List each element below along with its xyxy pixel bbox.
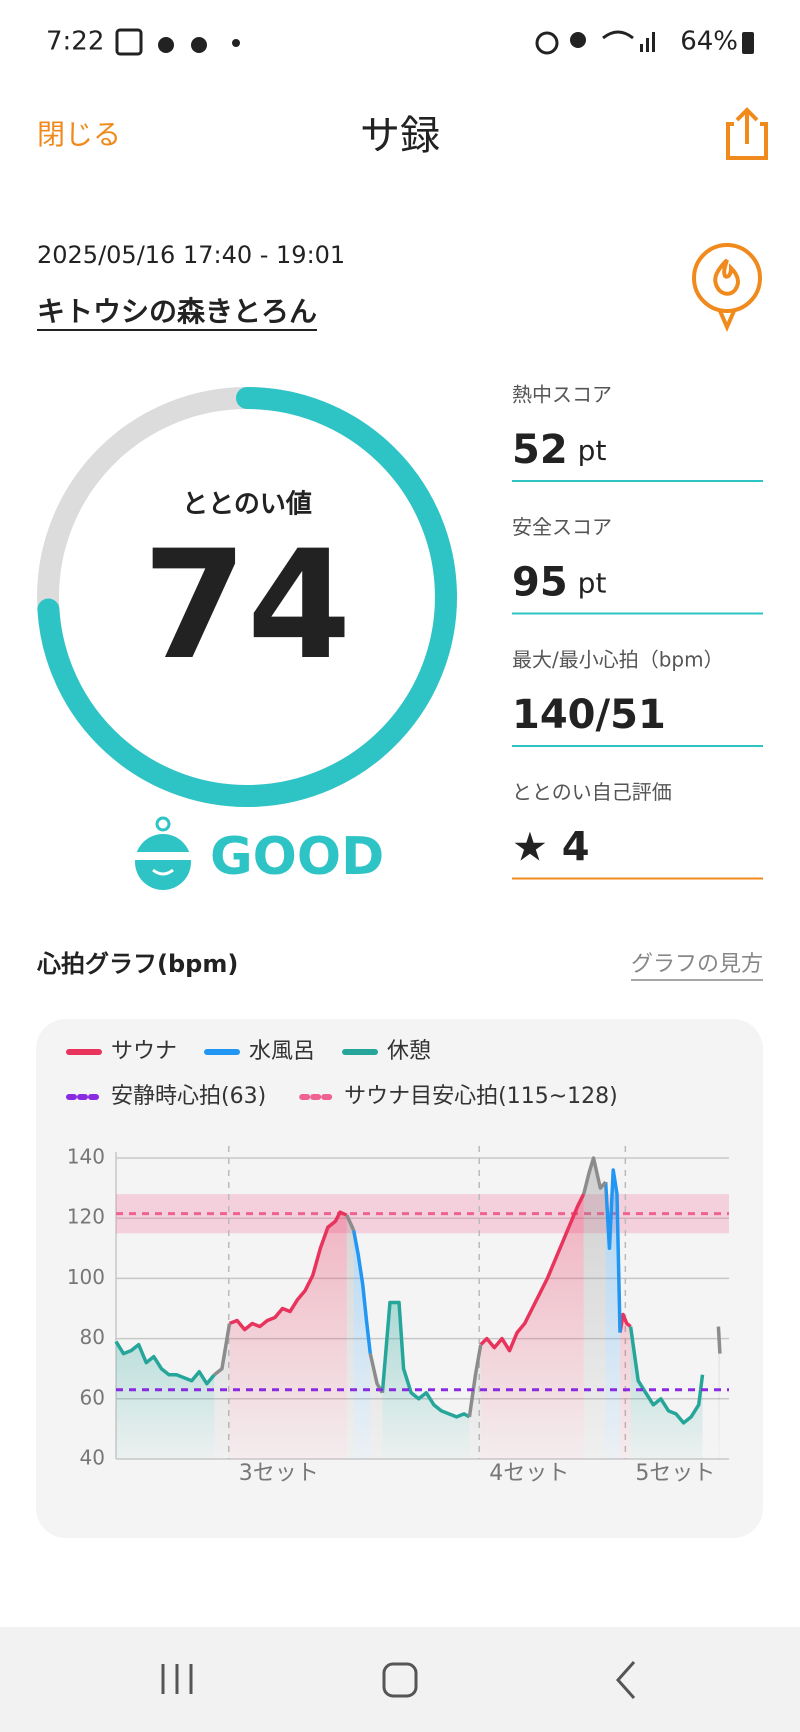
stat-label: 熱中スコア — [512, 383, 612, 407]
y-tick-label: 100 — [67, 1265, 105, 1289]
status-battery: 64% — [680, 27, 738, 57]
stat-label: 安全スコア — [512, 515, 612, 539]
y-tick-label: 40 — [80, 1446, 105, 1470]
legend-label: サウナ — [111, 1039, 177, 1064]
rating-icon — [133, 816, 193, 890]
stat-value: 140/51 — [512, 692, 666, 738]
gauge-arc — [37, 387, 457, 807]
y-tick-label: 80 — [80, 1325, 105, 1349]
series-line — [213, 1156, 722, 1418]
stat-value: 52 — [512, 427, 568, 473]
x-tick-label: 5セット — [635, 1461, 715, 1486]
nav-home[interactable] — [382, 1662, 418, 1698]
chart-title: 心拍グラフ(bpm) — [36, 950, 238, 978]
legend-label: 休憩 — [387, 1039, 431, 1064]
legend-label: 水風呂 — [249, 1039, 315, 1064]
fire-badge[interactable] — [692, 243, 762, 332]
nav-recents[interactable] — [161, 1664, 193, 1694]
legend-label: サウナ目安心拍(115~128) — [344, 1084, 618, 1109]
x-tick-label: 3セット — [239, 1461, 319, 1486]
session-datetime: 2025/05/16 17:40 - 19:01 — [37, 241, 345, 269]
gauge-label: ととのい値 — [182, 490, 312, 520]
legend-label: 安静時心拍(63) — [111, 1084, 266, 1109]
gauge-value: 74 — [143, 519, 352, 693]
stat-value: ★ 4 — [512, 825, 590, 871]
series-area — [116, 1302, 703, 1459]
series-area — [229, 1194, 631, 1459]
stat-label: 最大/最小心拍（bpm） — [512, 648, 724, 672]
stat-label: ととのい自己評価 — [512, 780, 672, 804]
stat-value: 95 — [512, 560, 568, 606]
series-line — [114, 1300, 705, 1425]
series-area — [214, 1158, 720, 1459]
app-title: サ録 — [360, 113, 440, 159]
stat-value-row: 140/51 — [512, 692, 666, 738]
status-time: 7:22 — [46, 27, 104, 57]
stat-unit: pt — [578, 434, 607, 467]
stat-value-row: 95 pt — [512, 560, 606, 606]
series-line — [351, 1168, 622, 1354]
stat-value-row: ★ 4 — [512, 825, 590, 871]
facility-name[interactable]: キトウシの森きとろん — [37, 295, 317, 328]
close-button[interactable]: 閉じる — [37, 118, 121, 151]
y-tick-label: 120 — [67, 1205, 105, 1229]
nav-back[interactable] — [615, 1661, 636, 1699]
y-tick-label: 140 — [67, 1145, 105, 1169]
status-icons — [115, 28, 754, 56]
y-tick-label: 60 — [80, 1385, 105, 1409]
x-tick-label: 4セット — [489, 1461, 569, 1486]
stat-value-row: 52 pt — [512, 427, 606, 473]
graph-help-link[interactable]: グラフの見方 — [631, 952, 763, 977]
rating: GOOD — [210, 827, 384, 887]
nav-bar — [0, 1627, 800, 1732]
share-button[interactable] — [726, 107, 768, 160]
stat-unit: pt — [578, 567, 607, 600]
